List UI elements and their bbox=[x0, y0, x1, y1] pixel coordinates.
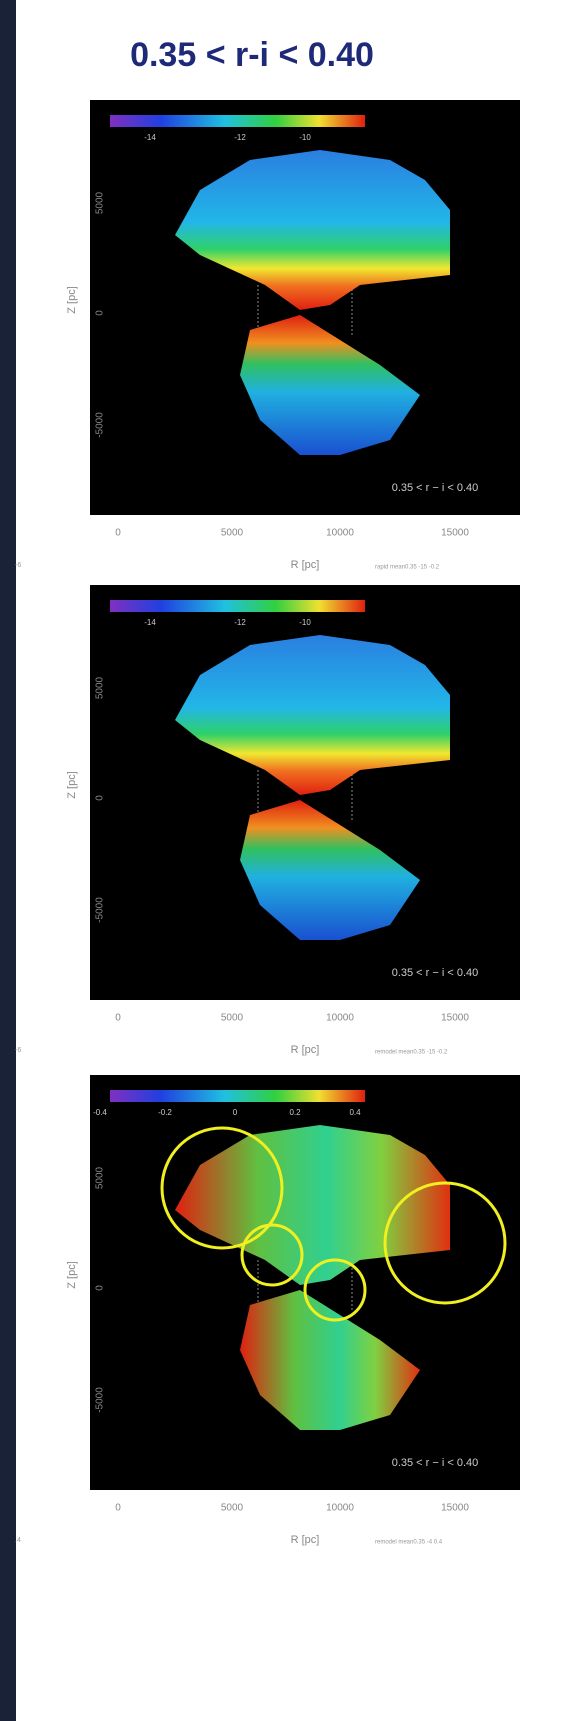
colorbar-tick-label: -10 bbox=[299, 618, 311, 627]
x-tick-label: 5000 bbox=[221, 528, 244, 539]
colorbar-tick-label: -12 bbox=[234, 618, 246, 627]
slide-title: 0.35 < r-i < 0.40 bbox=[130, 36, 374, 74]
y-axis-label: Z [pc] bbox=[66, 771, 78, 799]
corner-mark: .4 bbox=[15, 1537, 21, 1544]
y-axis-label: Z [pc] bbox=[66, 286, 78, 314]
x-tick-label: 10000 bbox=[326, 1503, 354, 1514]
x-tick-label: 10000 bbox=[326, 1013, 354, 1024]
lower-region bbox=[240, 800, 420, 940]
colorbar-tick-label: 0.4 bbox=[349, 1108, 361, 1117]
highlight-circle bbox=[303, 1258, 367, 1322]
colorbar-tick-label: 0.2 bbox=[289, 1108, 301, 1117]
x-axis-label: R [pc] bbox=[291, 1534, 320, 1546]
y-axis-label: Z [pc] bbox=[66, 1261, 78, 1289]
y-tick-label: 5000 bbox=[95, 1166, 106, 1189]
colorbar bbox=[110, 600, 365, 612]
inset-label: 0.35 < r − i < 0.40 bbox=[392, 1457, 479, 1469]
left-strip bbox=[0, 0, 16, 1721]
panel: -14 -12 -10 5000 0 -5000 0 5000 10000 15000 Z [pc]… bbox=[15, 100, 520, 571]
footer-note: remodel mean0.35 -15 -0.2 bbox=[375, 1050, 448, 1056]
y-tick-label: 0 bbox=[95, 310, 106, 316]
upper-region bbox=[175, 150, 450, 310]
y-tick-label: -5000 bbox=[95, 412, 106, 438]
x-axis-label: R [pc] bbox=[291, 559, 320, 571]
highlight-circle bbox=[383, 1181, 507, 1305]
lower-region bbox=[240, 1290, 420, 1430]
corner-mark: -6 bbox=[15, 1047, 21, 1054]
inset-label: 0.35 < r − i < 0.40 bbox=[392, 482, 479, 494]
x-axis-label: R [pc] bbox=[291, 1044, 320, 1056]
highlight-circle bbox=[240, 1223, 304, 1287]
y-tick-label: -5000 bbox=[95, 897, 106, 923]
upper-region bbox=[175, 635, 450, 795]
y-tick-label: -5000 bbox=[95, 1387, 106, 1413]
colorbar-tick-label: -10 bbox=[299, 133, 311, 142]
footer-note: remodel mean0.35 -4 0.4 bbox=[375, 1540, 443, 1546]
colorbar-tick-label: 0 bbox=[233, 1108, 238, 1117]
panel: -0.4 -0.2 0 0.2 0.4 5000 0 -5000 0 5000 10000 15000… bbox=[15, 1075, 520, 1546]
x-tick-label: 10000 bbox=[326, 528, 354, 539]
x-tick-label: 0 bbox=[115, 1013, 121, 1024]
y-tick-label: 0 bbox=[95, 1285, 106, 1291]
y-tick-label: 5000 bbox=[95, 191, 106, 214]
x-tick-label: 15000 bbox=[441, 1013, 469, 1024]
y-tick-label: 0 bbox=[95, 795, 106, 801]
colorbar-tick-label: -0.2 bbox=[158, 1108, 172, 1117]
colorbar-tick-label: -0.4 bbox=[93, 1108, 107, 1117]
colorbar-tick-label: -14 bbox=[144, 133, 156, 142]
colorbar bbox=[110, 1090, 365, 1102]
colorbar bbox=[110, 115, 365, 127]
x-tick-label: 0 bbox=[115, 1503, 121, 1514]
inset-label: 0.35 < r − i < 0.40 bbox=[392, 967, 479, 979]
x-tick-label: 5000 bbox=[221, 1503, 244, 1514]
y-tick-label: 5000 bbox=[95, 676, 106, 699]
colorbar-tick-label: -12 bbox=[234, 133, 246, 142]
panel: -14 -12 -10 5000 0 -5000 0 5000 10000 15000 Z [pc]… bbox=[15, 585, 520, 1056]
colorbar-tick-label: -14 bbox=[144, 618, 156, 627]
corner-mark: -6 bbox=[15, 562, 21, 569]
highlight-circle bbox=[160, 1126, 284, 1250]
x-tick-label: 15000 bbox=[441, 1503, 469, 1514]
x-tick-label: 5000 bbox=[221, 1013, 244, 1024]
x-tick-label: 15000 bbox=[441, 528, 469, 539]
lower-region bbox=[240, 315, 420, 455]
x-tick-label: 0 bbox=[115, 528, 121, 539]
footer-note: rapid mean0.35 -15 -0.2 bbox=[375, 565, 440, 571]
